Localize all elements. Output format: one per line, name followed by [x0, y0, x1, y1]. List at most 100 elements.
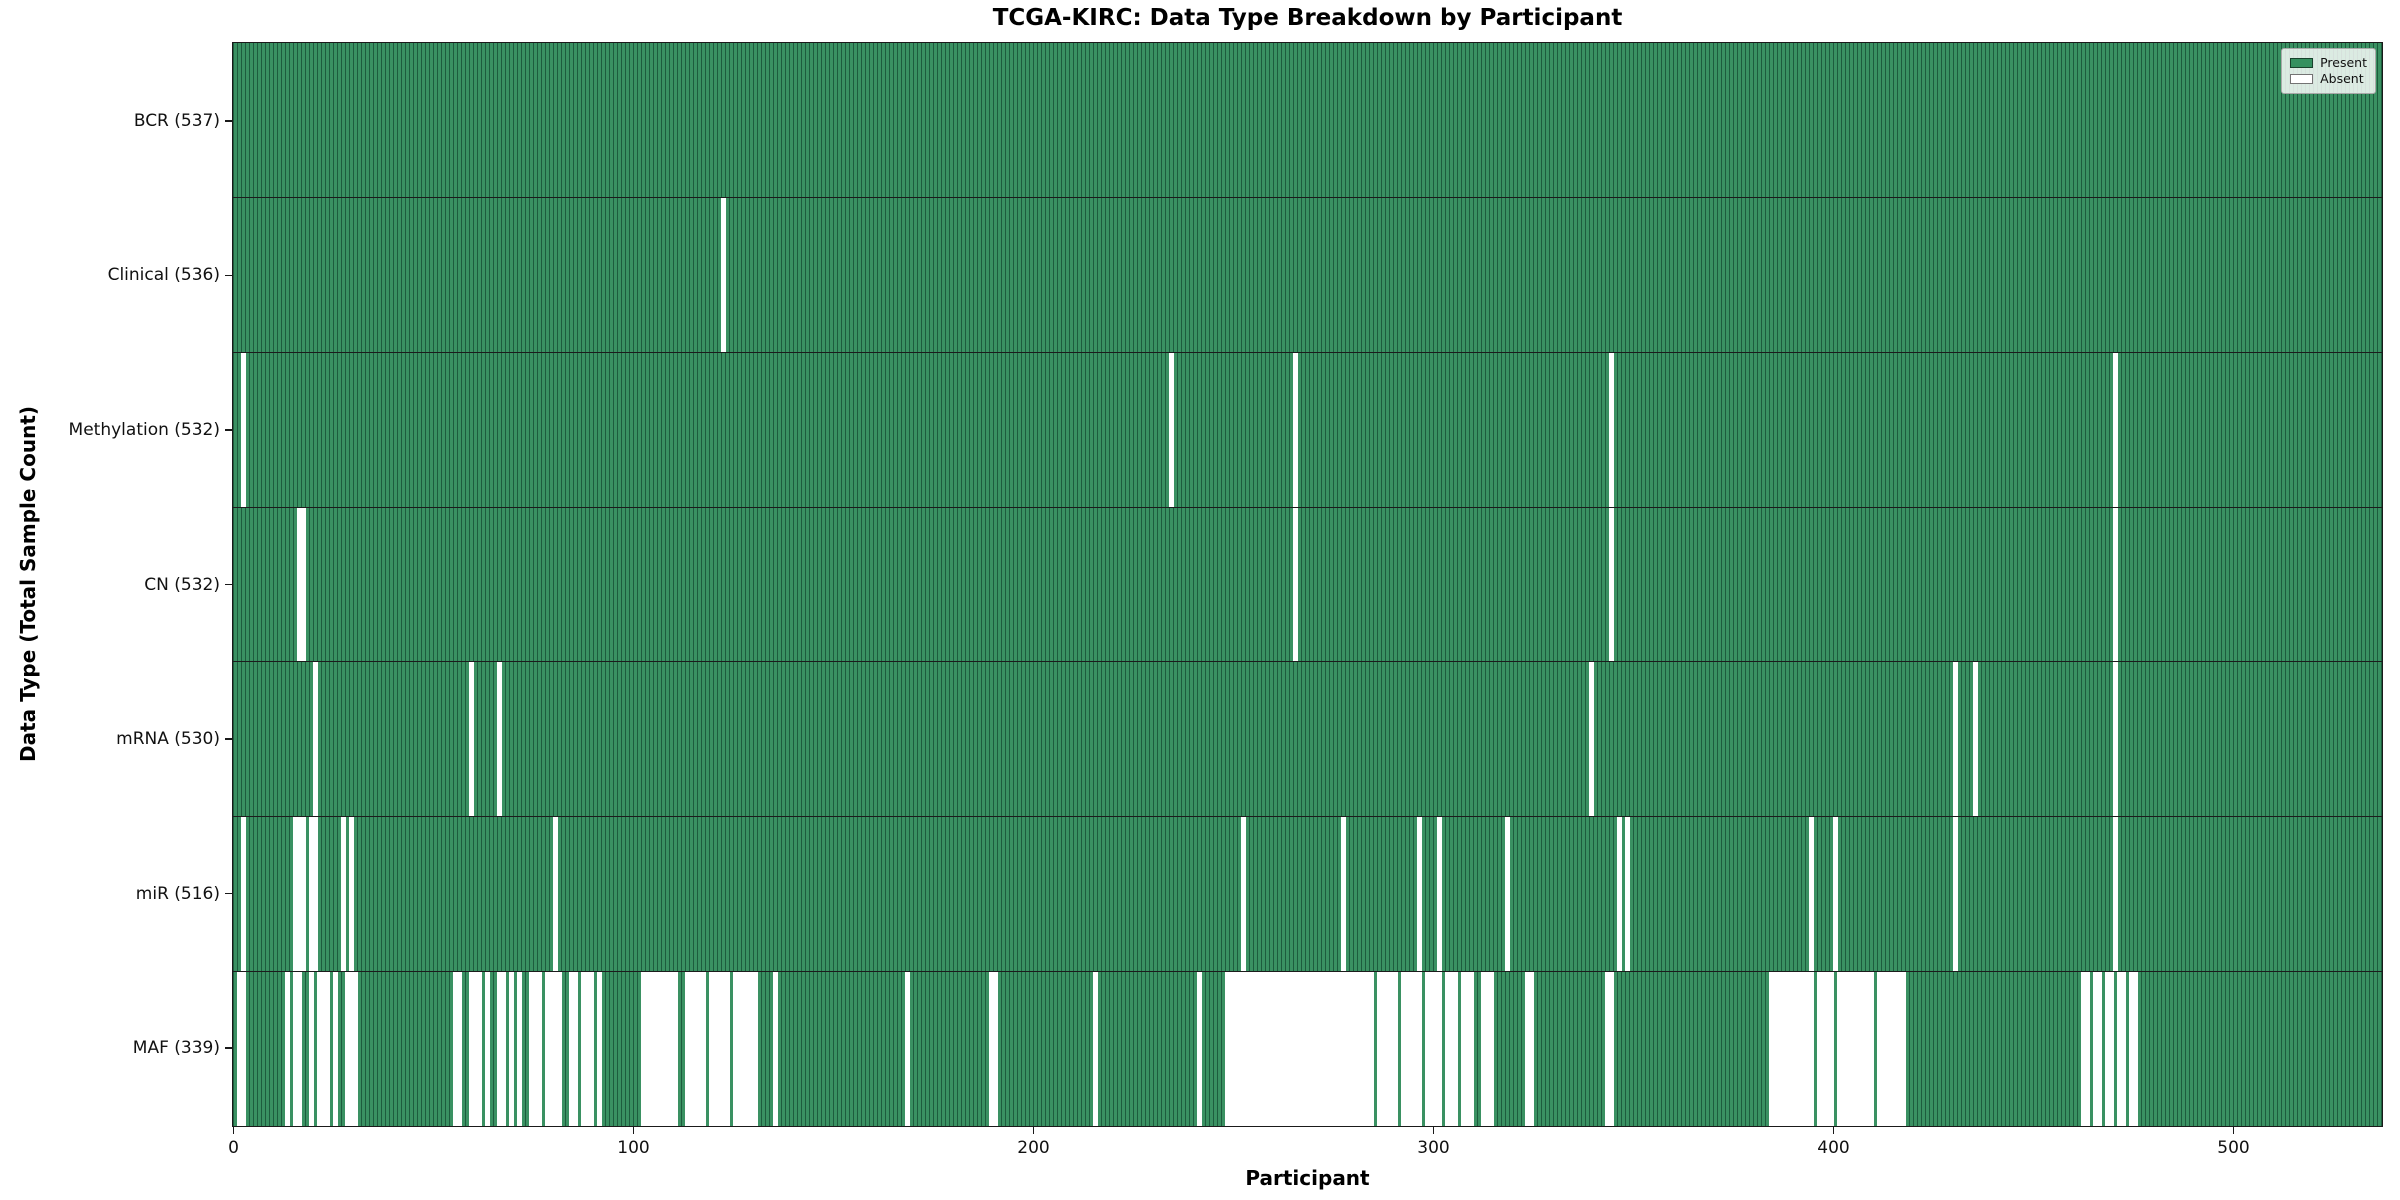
- absent-bar: [1340, 817, 1346, 972]
- absent-bar: [552, 817, 558, 972]
- y-tick-label: MAF (339): [132, 1038, 220, 1059]
- absent-bar: [468, 662, 474, 817]
- absent-bar: [348, 817, 354, 972]
- present-swatch: [2290, 58, 2314, 68]
- absent-bar: [340, 817, 346, 972]
- heatmap-row-methylation: [233, 352, 2382, 508]
- absent-bar: [1816, 972, 1834, 1127]
- y-tick-label: miR (516): [135, 883, 220, 904]
- y-tick-mark: [225, 274, 232, 277]
- legend-entry-absent: Absent: [2290, 72, 2367, 86]
- absent-bar: [544, 972, 562, 1127]
- absent-bar: [344, 972, 358, 1127]
- x-tick-mark: [1432, 1127, 1435, 1134]
- absent-bar: [1436, 817, 1442, 972]
- absent-bar: [1604, 972, 1614, 1127]
- absent-bar: [1292, 352, 1298, 507]
- x-tick-label: 200: [1017, 1138, 1050, 1158]
- absent-bar: [296, 507, 306, 662]
- y-tick-label: CN (532): [144, 574, 220, 595]
- absent-bar: [292, 972, 302, 1127]
- absent-bar: [508, 972, 514, 1127]
- absent-bar: [284, 972, 290, 1127]
- absent-bar: [988, 972, 998, 1127]
- absent-bar: [1424, 972, 1442, 1127]
- absent-bar: [468, 972, 482, 1127]
- absent-bar: [1400, 972, 1422, 1127]
- absent-bar: [2104, 972, 2114, 1127]
- x-axis-label: Participant: [1245, 1166, 1370, 1190]
- plot-area: Present Absent: [232, 42, 2383, 1127]
- absent-bar: [308, 817, 318, 972]
- absent-bar: [484, 972, 490, 1127]
- absent-bar: [1092, 972, 1098, 1127]
- absent-bar: [2112, 352, 2118, 507]
- absent-bar: [1808, 817, 1814, 972]
- absent-swatch: [2290, 74, 2314, 84]
- x-tick-mark: [1832, 1127, 1835, 1134]
- absent-bar: [316, 972, 330, 1127]
- absent-bar: [1952, 817, 1958, 972]
- absent-bar: [580, 972, 594, 1127]
- absent-bar: [1608, 352, 1614, 507]
- y-tick-label: Clinical (536): [107, 265, 220, 286]
- absent-bar: [1524, 972, 1534, 1127]
- absent-bar: [1972, 662, 1978, 817]
- absent-bar: [1504, 817, 1510, 972]
- heatmap-rows: [233, 43, 2382, 1127]
- y-tick-label: Methylation (532): [68, 419, 220, 440]
- absent-bar: [240, 352, 246, 507]
- absent-bar: [732, 972, 758, 1127]
- absent-bar: [1616, 817, 1622, 972]
- absent-bar: [1480, 972, 1494, 1127]
- absent-bar: [568, 972, 578, 1127]
- heatmap-row-cn: [233, 507, 2382, 663]
- legend-label: Absent: [2320, 71, 2364, 86]
- y-tick-mark: [225, 583, 232, 586]
- heatmap-row-mir: [233, 817, 2382, 973]
- heatmap-row-bcr: [233, 43, 2382, 198]
- absent-bar: [1836, 972, 1874, 1127]
- absent-bar: [2116, 972, 2126, 1127]
- absent-bar: [308, 972, 314, 1127]
- absent-bar: [496, 972, 506, 1127]
- absent-bar: [720, 197, 726, 352]
- absent-bar: [332, 972, 338, 1127]
- absent-bar: [1832, 817, 1838, 972]
- absent-bar: [1876, 972, 1906, 1127]
- x-tick-mark: [2232, 1127, 2235, 1134]
- chart-title: TCGA-KIRC: Data Type Breakdown by Partic…: [992, 5, 1623, 31]
- absent-bar: [596, 972, 602, 1127]
- absent-bar: [684, 972, 706, 1127]
- absent-bar: [2112, 817, 2118, 972]
- legend-label: Present: [2320, 55, 2367, 70]
- absent-bar: [240, 817, 246, 972]
- absent-bar: [528, 972, 542, 1127]
- absent-bar: [1224, 972, 1374, 1127]
- absent-bar: [904, 972, 910, 1127]
- absent-bar: [1240, 817, 1246, 972]
- y-tick-mark: [225, 738, 232, 740]
- legend: Present Absent: [2281, 48, 2376, 94]
- absent-bar: [516, 972, 522, 1127]
- heatmap-row-clinical: [233, 197, 2382, 353]
- y-tick-mark: [225, 120, 232, 122]
- heatmap-row-mrna: [233, 662, 2382, 818]
- absent-bar: [1196, 972, 1202, 1127]
- absent-bar: [236, 972, 246, 1127]
- absent-bar: [772, 972, 778, 1127]
- absent-bar: [312, 662, 318, 817]
- heatmap-row-maf: [233, 972, 2382, 1127]
- absent-bar: [1376, 972, 1398, 1127]
- absent-bar: [2112, 662, 2118, 817]
- y-tick-mark: [225, 429, 232, 431]
- absent-bar: [1444, 972, 1458, 1127]
- absent-bar: [2128, 972, 2138, 1127]
- absent-bar: [1768, 972, 1814, 1127]
- absent-bar: [1952, 662, 1958, 817]
- x-tick-label: 500: [2217, 1138, 2250, 1158]
- absent-bar: [1292, 507, 1298, 662]
- absent-bar: [1624, 817, 1630, 972]
- x-tick-label: 0: [228, 1138, 239, 1158]
